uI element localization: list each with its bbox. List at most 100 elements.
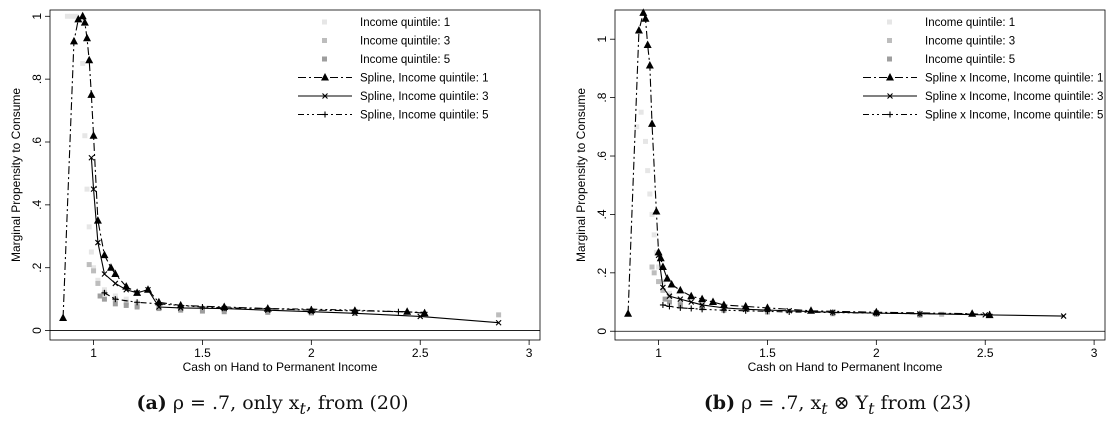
chart-a-legend-label: Income quintile: 1 xyxy=(360,17,450,29)
chart-a-marker xyxy=(417,313,424,320)
chart-b-ytick-label: 1 xyxy=(595,36,609,43)
chart-b-marker xyxy=(677,296,684,303)
chart-a-marker xyxy=(74,14,83,23)
chart-a-legend-marker xyxy=(322,111,328,118)
chart-b-plot-frame xyxy=(614,9,1106,341)
caption-b-rest: from (23) xyxy=(874,392,972,414)
chart-b-point xyxy=(677,299,683,305)
chart-a-marker xyxy=(199,304,206,310)
chart-a-marker xyxy=(89,131,98,139)
chart-b-marker xyxy=(688,305,695,312)
chart-a-marker xyxy=(95,239,101,246)
chart-a-marker xyxy=(145,286,151,293)
chart-a-marker xyxy=(93,216,102,224)
chart-panel-a: 1 1.5 2 2.5 3 0 .2 .4 .6 .8 1 Cash on Hand to Perma… xyxy=(0,0,545,435)
chart-a-marker xyxy=(123,286,130,293)
chart-a-marker xyxy=(395,308,402,315)
chart-b-marker xyxy=(720,307,727,314)
chart-b-marker xyxy=(677,304,684,311)
chart-a-legend-marker xyxy=(322,93,328,99)
chart-b-point xyxy=(656,279,662,285)
chart-b-point xyxy=(642,138,648,144)
chart-b-marker xyxy=(659,301,666,308)
chart-b-legend-label: Spline x Income, Income quintile: 5 xyxy=(925,110,1103,122)
chart-a-legend-label: Spline, Income quintile: 1 xyxy=(360,73,489,85)
chart-b-point xyxy=(649,211,655,217)
chart-a-point xyxy=(84,186,90,192)
chart-b-marker xyxy=(624,309,633,317)
chart-a-marker xyxy=(351,310,358,317)
chart-b-marker xyxy=(667,280,676,288)
chart-a-series-1 xyxy=(64,13,205,312)
chart-b-legend-swatch xyxy=(887,38,892,43)
chart-b-marker xyxy=(982,311,989,318)
chart-b-ytick-label: .6 xyxy=(595,151,609,161)
chart-b-legend-label: Income quintile: 3 xyxy=(925,36,1015,48)
chart-b-point xyxy=(666,290,672,296)
chart-a-point xyxy=(80,60,86,66)
chart-a-ytick-label: .6 xyxy=(30,137,44,147)
chart-b-marker xyxy=(666,303,673,310)
chart-b-legend-marker xyxy=(887,111,893,118)
chart-a-marker xyxy=(308,306,315,313)
chart-b-marker xyxy=(764,308,771,315)
chart-b-ytick-label: .8 xyxy=(595,92,609,102)
chart-b-point xyxy=(634,124,640,130)
chart-b-marker xyxy=(699,302,706,308)
chart-a-legend-label: Income quintile: 5 xyxy=(360,54,450,66)
chart-b-point xyxy=(660,287,666,293)
caption-b-text: ρ = .7, x xyxy=(741,392,822,414)
chart-b-legend-swatch xyxy=(887,19,892,25)
chart-a-point xyxy=(91,268,97,274)
caption-a-rest: , from (20) xyxy=(305,392,409,414)
chart-a-point xyxy=(101,287,107,293)
chart-a-marker xyxy=(90,186,97,193)
chart-a-point xyxy=(64,13,70,19)
chart-a-point xyxy=(112,293,118,299)
chart-b-marker xyxy=(916,310,923,317)
chart-b-marker xyxy=(873,310,880,317)
chart-b-legend: Income quintile: 1 Income quintile: 3 Inco… xyxy=(863,17,1103,122)
chart-b-marker xyxy=(648,119,657,127)
chart-b-marker xyxy=(660,284,666,291)
chart-a-marker xyxy=(134,289,141,296)
chart-a-xtick-label: 1.5 xyxy=(194,346,211,360)
chart-b-point xyxy=(662,296,668,302)
chart-a-line xyxy=(90,157,499,324)
chart-a-marker xyxy=(69,36,78,45)
chart-a-series-5 xyxy=(88,154,502,326)
chart-a-y-axis-label: Marginal Propensity to Consume xyxy=(9,88,23,262)
chart-b-xtick-label: 2.5 xyxy=(977,346,994,360)
chart-a-marker xyxy=(87,90,96,98)
chart-a-marker xyxy=(111,269,120,277)
chart-a-point xyxy=(95,277,101,283)
chart-a-point xyxy=(178,307,184,313)
caption-a-tag: (a) xyxy=(136,392,167,414)
caption-b-rest2: ⊗ Y xyxy=(827,392,869,414)
chart-b-point xyxy=(638,109,644,115)
chart-a-point xyxy=(88,249,94,255)
chart-b-marker xyxy=(968,309,977,317)
chart-a-point xyxy=(123,299,129,305)
caption-a: (a) ρ = .7, only xt, from (20) xyxy=(0,392,545,418)
chart-b-marker xyxy=(641,14,650,22)
chart-a-marker xyxy=(101,289,108,296)
chart-b-marker xyxy=(699,306,706,313)
chart-a-point xyxy=(101,296,107,302)
chart-a-point xyxy=(95,280,101,286)
chart-a-point xyxy=(112,301,118,307)
chart-b-marker xyxy=(639,8,648,16)
chart-a-legend-swatch xyxy=(322,38,327,43)
chart-b-legend-label: Spline x Income, Income quintile: 1 xyxy=(925,73,1103,85)
chart-a-plot-frame xyxy=(49,9,541,341)
chart-b-legend-marker xyxy=(887,93,893,99)
chart-b-marker xyxy=(687,291,696,300)
chart-a-ytick-label: .8 xyxy=(30,74,44,84)
chart-a-ytick-label: 1 xyxy=(30,13,44,20)
chart-a-marker xyxy=(495,319,502,326)
chart-a-legend-label: Spline, Income quintile: 3 xyxy=(360,91,489,103)
chart-b-marker xyxy=(829,309,836,316)
chart-a-point xyxy=(69,13,75,19)
chart-a-point xyxy=(73,13,79,19)
chart-a-marker xyxy=(80,18,89,26)
